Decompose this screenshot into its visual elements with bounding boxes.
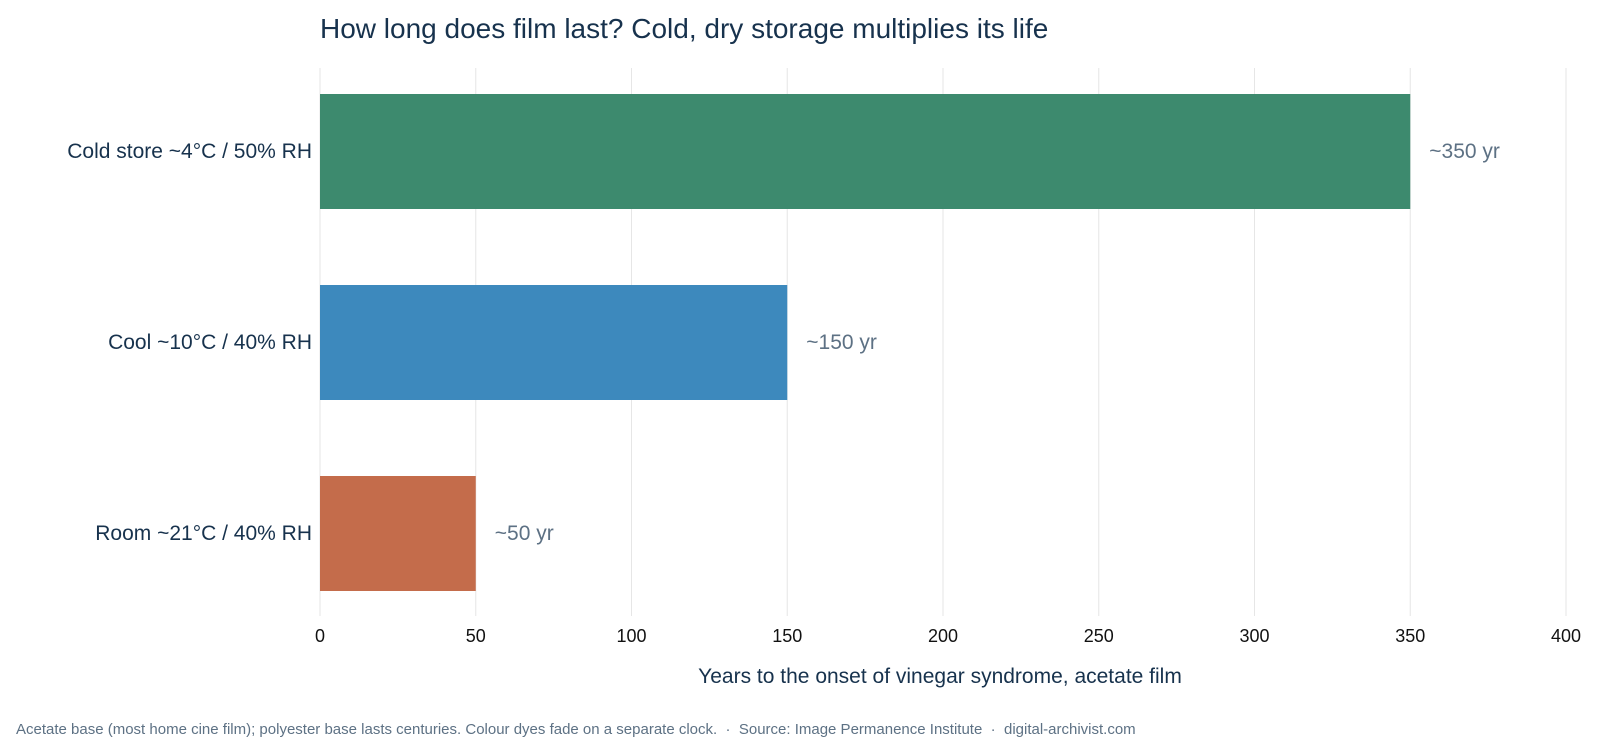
bar — [320, 94, 1411, 209]
chart-title: How long does film last? Cold, dry stora… — [320, 13, 1048, 44]
x-tick-label: 400 — [1551, 626, 1581, 646]
chart-footnote: Acetate base (most home cine film); poly… — [16, 721, 1136, 738]
x-tick-label: 350 — [1395, 626, 1425, 646]
bar — [320, 285, 788, 400]
bar-value-label: ~350 yr — [1429, 140, 1500, 163]
x-tick-label: 50 — [466, 626, 486, 646]
bars: Cold store ~4°C / 50% RH ~350 yr Cool ~10°… — [67, 94, 1500, 591]
x-tick-label: 200 — [928, 626, 958, 646]
x-tick-label: 250 — [1084, 626, 1114, 646]
bar-value-label: ~150 yr — [806, 331, 877, 354]
x-tick-label: 300 — [1239, 626, 1269, 646]
x-tick-label: 150 — [772, 626, 802, 646]
y-category-label: Cold store ~4°C / 50% RH — [67, 140, 312, 163]
x-tick-labels: 0 50 100 150 200 250 300 350 400 — [315, 626, 1581, 646]
y-category-label: Cool ~10°C / 40% RH — [108, 331, 312, 354]
bar-value-label: ~50 yr — [495, 522, 554, 545]
x-tick-label: 100 — [616, 626, 646, 646]
x-axis-title: Years to the onset of vinegar syndrome, … — [698, 665, 1182, 688]
y-category-label: Room ~21°C / 40% RH — [95, 522, 312, 545]
bar — [320, 476, 476, 591]
x-tick-label: 0 — [315, 626, 325, 646]
